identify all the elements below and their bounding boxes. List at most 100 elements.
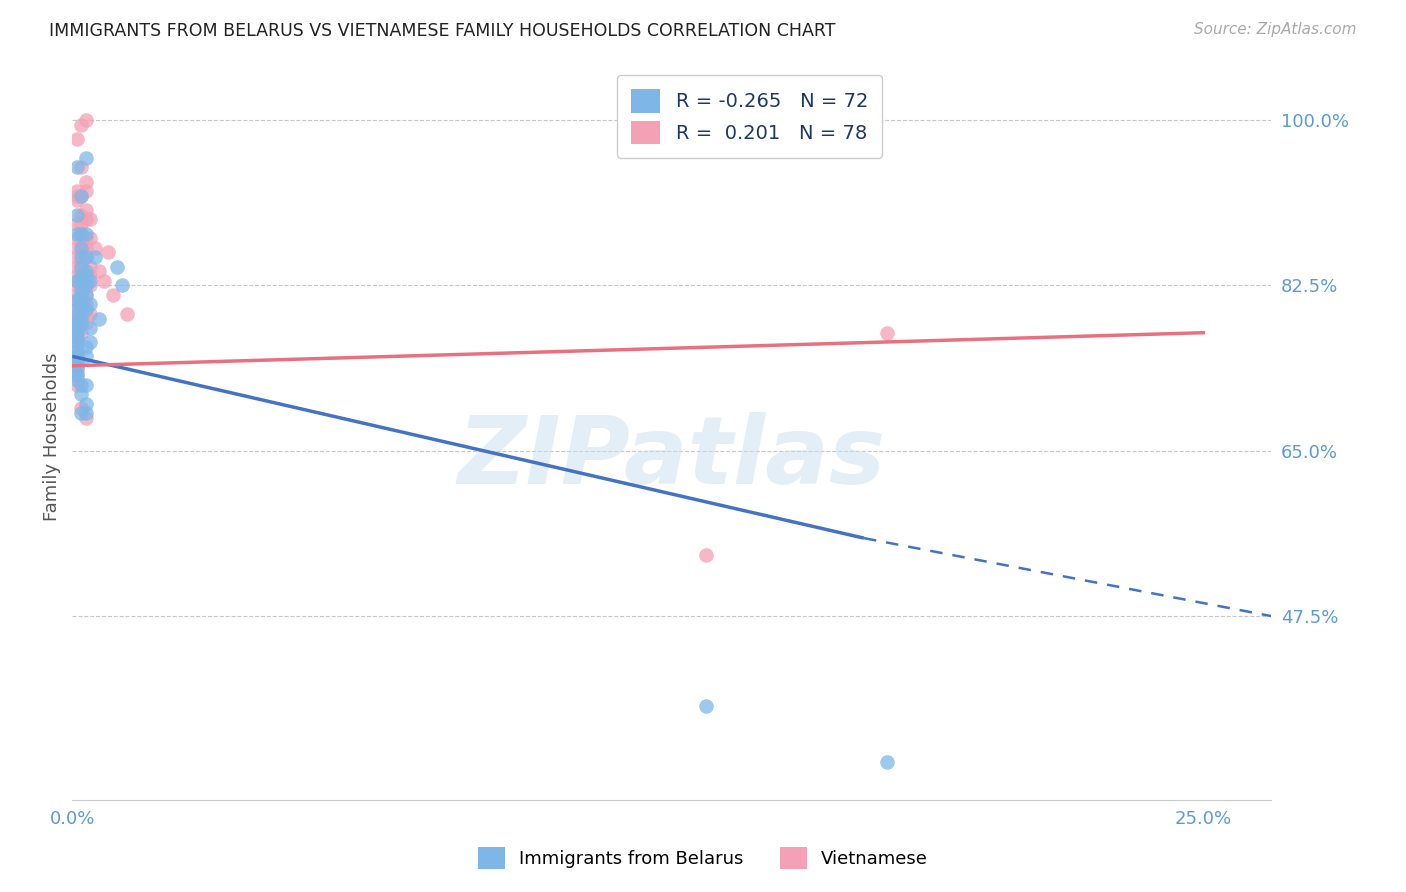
Point bbox=[66, 227, 89, 241]
Point bbox=[75, 410, 97, 425]
Point bbox=[66, 326, 89, 340]
Point bbox=[75, 288, 97, 302]
Point bbox=[66, 354, 89, 368]
Point bbox=[66, 377, 89, 392]
Text: Source: ZipAtlas.com: Source: ZipAtlas.com bbox=[1194, 22, 1357, 37]
Point bbox=[66, 194, 89, 208]
Point bbox=[75, 175, 97, 189]
Point bbox=[70, 250, 93, 264]
Point bbox=[70, 235, 93, 250]
Point bbox=[66, 316, 89, 330]
Point bbox=[93, 274, 115, 288]
Point bbox=[79, 335, 101, 350]
Point bbox=[75, 151, 97, 165]
Point bbox=[70, 264, 93, 278]
Point bbox=[66, 311, 89, 326]
Point bbox=[75, 307, 97, 321]
Point bbox=[70, 297, 93, 311]
Point bbox=[75, 377, 97, 392]
Point bbox=[75, 268, 97, 283]
Point bbox=[75, 250, 97, 264]
Point bbox=[66, 344, 89, 359]
Point bbox=[79, 321, 101, 335]
Point bbox=[75, 406, 97, 420]
Point bbox=[70, 406, 93, 420]
Point bbox=[66, 363, 89, 377]
Point bbox=[70, 297, 93, 311]
Point bbox=[66, 326, 89, 340]
Point bbox=[66, 293, 89, 307]
Point bbox=[75, 231, 97, 245]
Point bbox=[66, 330, 89, 344]
Point bbox=[66, 241, 89, 255]
Point bbox=[70, 188, 93, 202]
Point bbox=[70, 227, 93, 241]
Point bbox=[70, 293, 93, 307]
Point bbox=[70, 208, 93, 222]
Point bbox=[66, 359, 89, 373]
Point bbox=[75, 212, 97, 227]
Point bbox=[79, 268, 101, 283]
Point bbox=[70, 255, 93, 269]
Point bbox=[75, 241, 97, 255]
Point bbox=[70, 217, 93, 231]
Point bbox=[70, 274, 93, 288]
Point bbox=[75, 113, 97, 128]
Point bbox=[66, 321, 89, 335]
Point bbox=[75, 340, 97, 354]
Point bbox=[70, 241, 93, 255]
Point bbox=[70, 326, 93, 340]
Point bbox=[79, 274, 101, 288]
Point bbox=[876, 326, 898, 340]
Point bbox=[70, 260, 93, 274]
Y-axis label: Family Households: Family Households bbox=[44, 352, 60, 521]
Point bbox=[66, 316, 89, 330]
Point bbox=[75, 278, 97, 293]
Point bbox=[70, 245, 93, 260]
Point bbox=[75, 250, 97, 264]
Point bbox=[70, 227, 93, 241]
Point bbox=[75, 184, 97, 198]
Text: ZIPatlas: ZIPatlas bbox=[457, 412, 886, 504]
Point bbox=[66, 340, 89, 354]
Point bbox=[79, 307, 101, 321]
Point bbox=[75, 278, 97, 293]
Point bbox=[66, 293, 89, 307]
Point bbox=[66, 278, 89, 293]
Point bbox=[66, 260, 89, 274]
Point bbox=[89, 264, 111, 278]
Point bbox=[66, 274, 89, 288]
Point bbox=[70, 274, 93, 288]
Point bbox=[876, 756, 898, 770]
Point bbox=[66, 184, 89, 198]
Point bbox=[66, 302, 89, 317]
Legend: R = -0.265   N = 72, R =  0.201   N = 78: R = -0.265 N = 72, R = 0.201 N = 78 bbox=[617, 76, 882, 158]
Point bbox=[70, 161, 93, 175]
Point bbox=[70, 307, 93, 321]
Point bbox=[66, 132, 89, 146]
Point bbox=[66, 330, 89, 344]
Point bbox=[79, 297, 101, 311]
Point bbox=[70, 188, 93, 202]
Point bbox=[83, 241, 105, 255]
Point bbox=[66, 354, 89, 368]
Point bbox=[75, 349, 97, 363]
Point bbox=[70, 302, 93, 317]
Point bbox=[70, 401, 93, 416]
Point bbox=[66, 307, 89, 321]
Point bbox=[66, 274, 89, 288]
Point bbox=[115, 307, 138, 321]
Text: IMMIGRANTS FROM BELARUS VS VIETNAMESE FAMILY HOUSEHOLDS CORRELATION CHART: IMMIGRANTS FROM BELARUS VS VIETNAMESE FA… bbox=[49, 22, 835, 40]
Point bbox=[695, 548, 717, 562]
Point bbox=[70, 283, 93, 297]
Point bbox=[70, 387, 93, 401]
Point bbox=[66, 311, 89, 326]
Point bbox=[75, 202, 97, 217]
Point bbox=[66, 373, 89, 387]
Point bbox=[83, 250, 105, 264]
Point bbox=[66, 288, 89, 302]
Point bbox=[66, 268, 89, 283]
Point bbox=[695, 698, 717, 713]
Point bbox=[70, 288, 93, 302]
Point bbox=[101, 288, 124, 302]
